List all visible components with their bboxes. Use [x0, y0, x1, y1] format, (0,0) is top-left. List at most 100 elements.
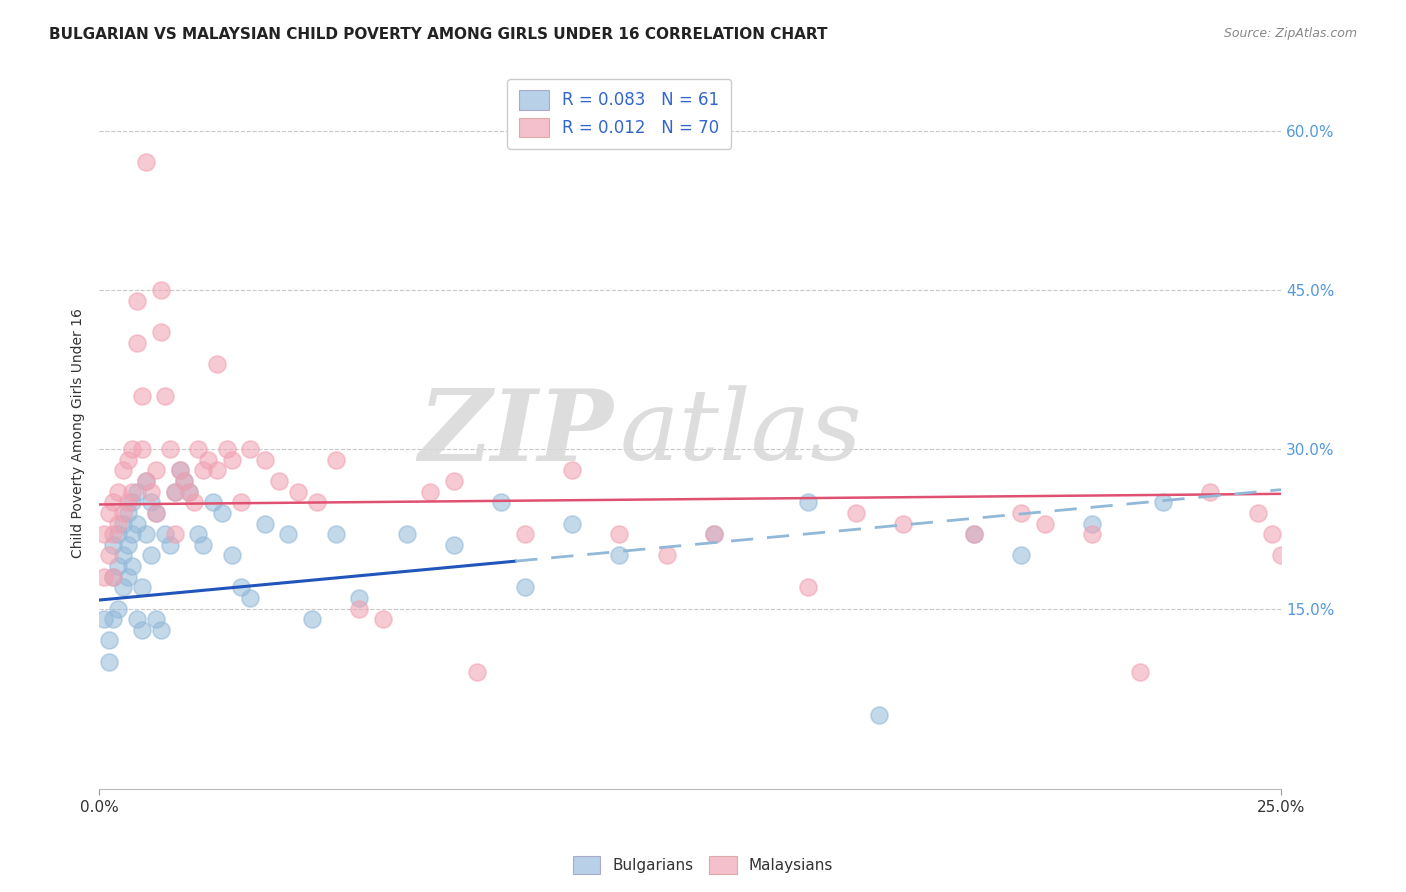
Point: [111, 506, 134, 520]
Point: [305, 495, 328, 509]
Legend: R = 0.083   N = 61, R = 0.012   N = 70: R = 0.083 N = 61, R = 0.012 N = 70: [508, 78, 731, 149]
Point: [221, 549, 243, 563]
Legend: Bulgarians, Malaysians: Bulgarians, Malaysians: [567, 850, 839, 880]
Point: [215, 442, 238, 457]
Point: [207, 357, 229, 371]
Point: [1081, 516, 1104, 531]
Y-axis label: Child Poverty Among Girls Under 16: Child Poverty Among Girls Under 16: [72, 309, 86, 558]
Point: [1261, 527, 1284, 541]
Point: [117, 506, 139, 520]
Point: [561, 463, 583, 477]
Point: [169, 463, 191, 477]
Point: [287, 484, 309, 499]
Point: [111, 580, 134, 594]
Point: [117, 570, 139, 584]
Point: [111, 549, 134, 563]
Point: [229, 580, 252, 594]
Point: [173, 474, 195, 488]
Point: [93, 527, 115, 541]
Point: [1199, 484, 1222, 499]
Point: [845, 506, 868, 520]
Point: [149, 326, 172, 340]
Point: [125, 516, 148, 531]
Point: [159, 442, 181, 457]
Point: [963, 527, 986, 541]
Point: [1270, 549, 1292, 563]
Point: [419, 484, 441, 499]
Point: [149, 283, 172, 297]
Point: [121, 484, 143, 499]
Point: [607, 527, 630, 541]
Point: [125, 293, 148, 308]
Point: [443, 474, 465, 488]
Point: [1152, 495, 1174, 509]
Text: atlas: atlas: [619, 385, 862, 481]
Point: [131, 389, 153, 403]
Point: [97, 633, 120, 648]
Point: [131, 442, 153, 457]
Point: [868, 707, 890, 722]
Point: [159, 538, 181, 552]
Point: [187, 442, 209, 457]
Point: [797, 580, 820, 594]
Point: [131, 580, 153, 594]
Point: [97, 506, 120, 520]
Point: [1247, 506, 1270, 520]
Point: [703, 527, 725, 541]
Point: [141, 495, 163, 509]
Point: [117, 453, 139, 467]
Text: BULGARIAN VS MALAYSIAN CHILD POVERTY AMONG GIRLS UNDER 16 CORRELATION CHART: BULGARIAN VS MALAYSIAN CHILD POVERTY AMO…: [49, 27, 828, 42]
Point: [347, 591, 370, 605]
Point: [145, 463, 167, 477]
Point: [93, 612, 115, 626]
Point: [201, 495, 224, 509]
Point: [253, 453, 276, 467]
Point: [239, 442, 262, 457]
Point: [187, 527, 209, 541]
Point: [239, 591, 262, 605]
Point: [173, 474, 195, 488]
Text: ZIP: ZIP: [419, 385, 613, 482]
Point: [177, 484, 200, 499]
Point: [163, 484, 186, 499]
Point: [193, 463, 215, 477]
Point: [703, 527, 725, 541]
Point: [103, 495, 125, 509]
Point: [325, 527, 347, 541]
Point: [561, 516, 583, 531]
Point: [111, 463, 134, 477]
Point: [513, 580, 536, 594]
Point: [107, 484, 129, 499]
Point: [103, 570, 125, 584]
Point: [169, 463, 191, 477]
Point: [103, 538, 125, 552]
Point: [145, 506, 167, 520]
Point: [395, 527, 418, 541]
Point: [93, 570, 115, 584]
Point: [1010, 506, 1032, 520]
Point: [1033, 516, 1056, 531]
Point: [135, 155, 157, 169]
Point: [177, 484, 200, 499]
Point: [103, 527, 125, 541]
Point: [131, 623, 153, 637]
Point: [117, 495, 139, 509]
Point: [253, 516, 276, 531]
Point: [155, 527, 177, 541]
Point: [135, 527, 157, 541]
Point: [103, 612, 125, 626]
Point: [443, 538, 465, 552]
Point: [125, 484, 148, 499]
Point: [193, 538, 215, 552]
Point: [107, 559, 129, 574]
Point: [97, 549, 120, 563]
Point: [121, 495, 143, 509]
Point: [107, 516, 129, 531]
Point: [117, 538, 139, 552]
Point: [155, 389, 177, 403]
Point: [229, 495, 252, 509]
Point: [135, 474, 157, 488]
Point: [655, 549, 678, 563]
Point: [267, 474, 290, 488]
Point: [163, 484, 186, 499]
